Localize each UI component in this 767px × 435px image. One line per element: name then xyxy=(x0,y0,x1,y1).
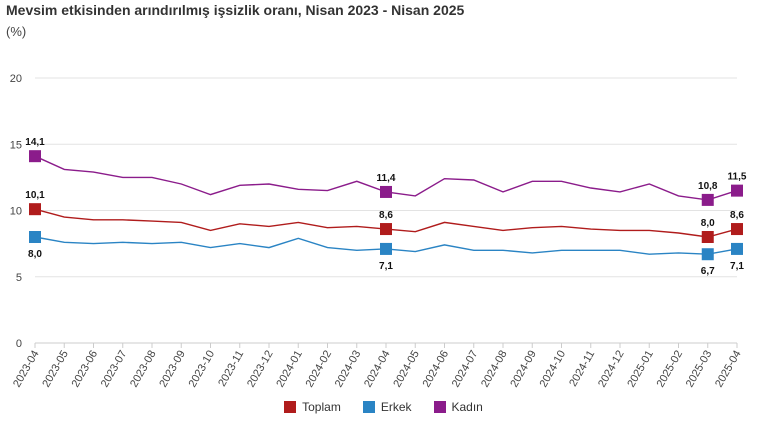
x-tick-label: 2023-12 xyxy=(245,349,276,390)
x-tick-label: 2023-05 xyxy=(40,349,71,390)
x-tick-label: 2024-01 xyxy=(274,349,305,390)
data-marker xyxy=(29,231,41,243)
x-tick-label: 2024-11 xyxy=(567,349,597,389)
y-tick-label: 0 xyxy=(16,338,22,350)
series-markers xyxy=(29,150,743,261)
x-tick-label: 2025-04 xyxy=(713,349,744,390)
x-tick-label: 2024-04 xyxy=(362,349,393,390)
x-tick-label: 2024-05 xyxy=(391,349,422,390)
data-labels: 14,1 10,1 8,0 11,4 8,6 7,1 10,8 8,0 6,7 11,5 8,6 7,… xyxy=(25,137,747,277)
x-tick-label: 2023-10 xyxy=(187,349,218,390)
data-label: 11,5 xyxy=(728,172,747,183)
data-marker xyxy=(380,242,392,255)
y-tick-label: 15 xyxy=(10,139,22,151)
x-tick-label: 2023-08 xyxy=(128,349,159,390)
x-tick-label: 2024-03 xyxy=(333,349,364,390)
y-tick-label: 10 xyxy=(10,206,22,218)
y-tick-label: 20 xyxy=(10,73,22,85)
data-marker xyxy=(380,223,392,236)
data-label: 10,8 xyxy=(698,181,718,192)
data-marker xyxy=(29,203,41,216)
x-tick-label: 2024-07 xyxy=(450,349,481,390)
data-label: 14,1 xyxy=(25,137,45,148)
x-tick-label: 2024-12 xyxy=(596,349,627,390)
legend-swatch xyxy=(433,401,446,413)
x-tick-label: 2024-08 xyxy=(479,349,510,390)
data-label: 7,1 xyxy=(730,261,744,272)
x-tick-label: 2023-04 xyxy=(11,349,42,390)
data-label: 10,1 xyxy=(25,190,45,201)
data-marker xyxy=(29,150,41,163)
data-label: 8,0 xyxy=(701,218,715,229)
legend-item-kadın[interactable]: Kadın xyxy=(433,400,483,414)
chart-title: Mevsim etkisinden arındırılmış işsizlik … xyxy=(6,2,465,18)
x-tick-label: 2023-06 xyxy=(70,349,101,390)
x-tick-label: 2023-11 xyxy=(216,349,246,389)
x-tick-label: 2025-01 xyxy=(625,349,656,390)
legend-item-erkek[interactable]: Erkek xyxy=(362,400,412,414)
line-chart: 051015202023-042023-052023-062023-072023… xyxy=(10,73,747,389)
x-tick-label: 2024-02 xyxy=(304,349,335,390)
data-label: 11,4 xyxy=(377,173,396,184)
data-label: 8,6 xyxy=(730,210,744,221)
legend: Toplam Erkek Kadın xyxy=(0,400,767,414)
x-tick-label: 2025-02 xyxy=(655,349,686,390)
data-label: 7,1 xyxy=(379,261,393,272)
legend-swatch xyxy=(362,401,375,413)
x-tick-label: 2023-07 xyxy=(99,349,130,390)
legend-label: Toplam xyxy=(302,400,341,414)
legend-item-toplam[interactable]: Toplam xyxy=(284,400,341,414)
x-tick-label: 2024-06 xyxy=(421,349,452,390)
data-marker xyxy=(731,184,743,197)
legend-swatch xyxy=(284,401,297,413)
axes: 051015202023-042023-052023-062023-072023… xyxy=(10,73,744,389)
series-lines xyxy=(34,155,738,255)
x-tick-label: 2025-03 xyxy=(684,349,715,390)
data-label: 8,6 xyxy=(379,210,393,221)
x-tick-label: 2023-09 xyxy=(157,349,188,390)
chart-unit-label: (%) xyxy=(6,24,27,39)
data-marker xyxy=(701,231,714,243)
data-label: 8,0 xyxy=(28,249,42,260)
legend-label: Kadın xyxy=(451,400,483,414)
x-tick-label: 2024-10 xyxy=(538,349,569,390)
legend-label: Erkek xyxy=(380,400,412,414)
data-marker xyxy=(731,242,743,255)
data-marker xyxy=(380,185,392,198)
data-marker xyxy=(731,223,743,236)
data-label: 6,7 xyxy=(701,266,715,277)
data-marker xyxy=(701,193,714,206)
data-marker xyxy=(701,248,714,261)
y-tick-label: 5 xyxy=(16,272,22,284)
x-tick-label: 2024-09 xyxy=(508,349,539,390)
